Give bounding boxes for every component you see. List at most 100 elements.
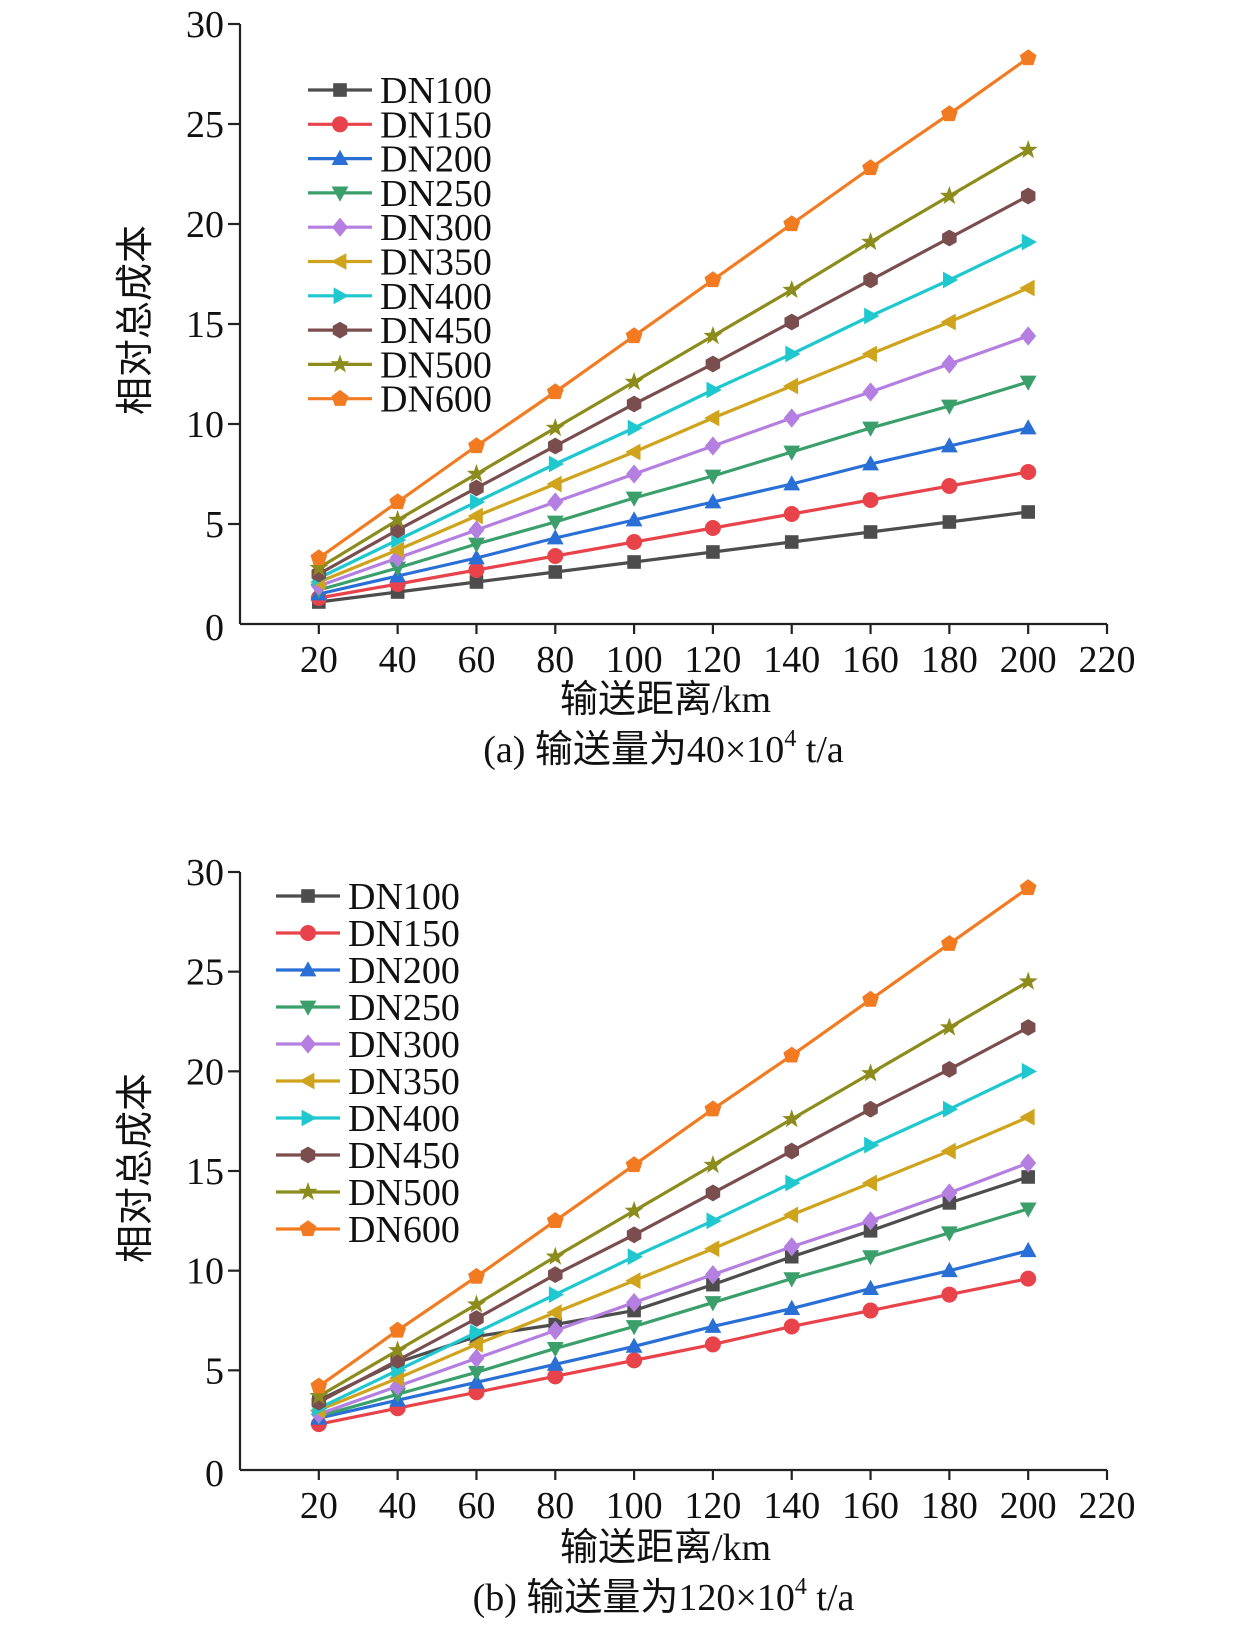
x-tick-label: 40 [379, 639, 417, 681]
legend-label: DN150 [348, 913, 460, 955]
data-point [548, 455, 565, 473]
x-tick-label: 220 [1079, 1485, 1136, 1527]
data-point [625, 491, 643, 507]
data-point [468, 537, 485, 553]
data-point [862, 1250, 879, 1266]
data-point [546, 1355, 564, 1371]
data-point [468, 549, 485, 565]
data-point [1020, 1153, 1037, 1173]
data-point [704, 1265, 721, 1285]
legend: DN100DN150DN200DN250DN300DN350DN400DN450… [276, 876, 460, 1251]
y-tick-label: 15 [186, 304, 224, 346]
y-tick-label: 30 [186, 852, 224, 894]
x-tick-label: 100 [606, 1485, 663, 1527]
data-point [545, 418, 565, 437]
data-point [782, 1206, 799, 1224]
data-point [940, 105, 958, 122]
legend-label: DN100 [380, 70, 492, 112]
data-point [626, 1292, 643, 1313]
data-point [706, 545, 720, 559]
data-point [389, 493, 407, 510]
series-dn100 [312, 505, 1035, 609]
chart-panel-a: 0 5 10 15 20 25 30 20 40 60 80 100 120 140 160 180 200 22… [115, 4, 1136, 771]
x-tick-label: 40 [379, 1485, 417, 1527]
legend-item: DN200 [308, 139, 492, 181]
data-point [705, 1184, 721, 1202]
legend-label: DN500 [348, 1172, 460, 1214]
legend-label: DN300 [348, 1024, 460, 1066]
data-point [783, 1237, 800, 1257]
legend-label: DN300 [380, 207, 492, 249]
legend-label: DN350 [380, 242, 492, 284]
data-point [784, 313, 799, 331]
legend-marker [300, 925, 316, 941]
data-point [941, 1183, 958, 1203]
data-point [862, 1302, 879, 1319]
data-point [466, 1294, 486, 1313]
data-point [310, 549, 328, 566]
data-point [468, 562, 485, 578]
data-point [704, 1100, 722, 1117]
data-point [940, 934, 958, 951]
series-line [318, 1249, 1029, 1420]
data-point [939, 186, 959, 205]
data-point [941, 478, 958, 494]
y-tick-label: 20 [186, 1051, 224, 1093]
data-point [624, 372, 644, 391]
data-point [545, 1246, 565, 1265]
series-dn600 [310, 49, 1037, 566]
data-point [626, 534, 643, 550]
data-point [547, 1320, 564, 1341]
data-point [626, 464, 643, 484]
legend-label: DN250 [348, 987, 460, 1029]
legend-item: DN150 [276, 913, 460, 955]
data-point [546, 529, 564, 545]
legend-item: DN200 [276, 950, 460, 992]
data-point [1020, 1270, 1037, 1287]
data-point [388, 541, 405, 559]
data-point [468, 437, 485, 454]
data-point [783, 1046, 801, 1063]
data-point [863, 525, 878, 539]
data-point [942, 1060, 957, 1078]
series-dn400 [312, 1062, 1037, 1417]
data-point [782, 280, 802, 299]
data-point [546, 1304, 562, 1321]
legend-item: DN100 [276, 876, 460, 918]
x-tick-label: 80 [536, 639, 574, 681]
data-point [783, 445, 801, 461]
data-point [942, 1196, 957, 1210]
data-point [863, 1100, 878, 1118]
data-point [468, 1267, 485, 1284]
series-dn150 [310, 1270, 1037, 1433]
data-point [1021, 505, 1035, 519]
y-tick-label: 0 [205, 607, 224, 649]
data-point [546, 383, 564, 400]
data-point [625, 1337, 643, 1353]
data-point [1019, 1202, 1037, 1218]
series-line [318, 980, 1029, 1398]
data-point [1021, 233, 1037, 251]
data-point [389, 1376, 406, 1396]
series-line [318, 1069, 1029, 1410]
legend-marker [300, 1146, 316, 1164]
data-point [861, 1063, 881, 1082]
data-point [942, 515, 957, 529]
legend-item: DN500 [276, 1172, 460, 1214]
data-point [942, 229, 957, 247]
data-point [470, 493, 486, 511]
data-point [546, 1212, 564, 1228]
data-point [1018, 140, 1038, 159]
data-point [1018, 971, 1038, 990]
data-point [548, 1266, 563, 1284]
legend-marker [298, 1182, 318, 1201]
data-point [389, 1321, 407, 1338]
data-point [1020, 326, 1037, 346]
y-tick-label: 5 [205, 504, 224, 546]
data-point [703, 326, 723, 345]
data-point [782, 377, 799, 395]
legend-marker [333, 83, 347, 97]
data-point [469, 575, 484, 589]
data-point [704, 436, 721, 456]
data-point [862, 421, 879, 437]
